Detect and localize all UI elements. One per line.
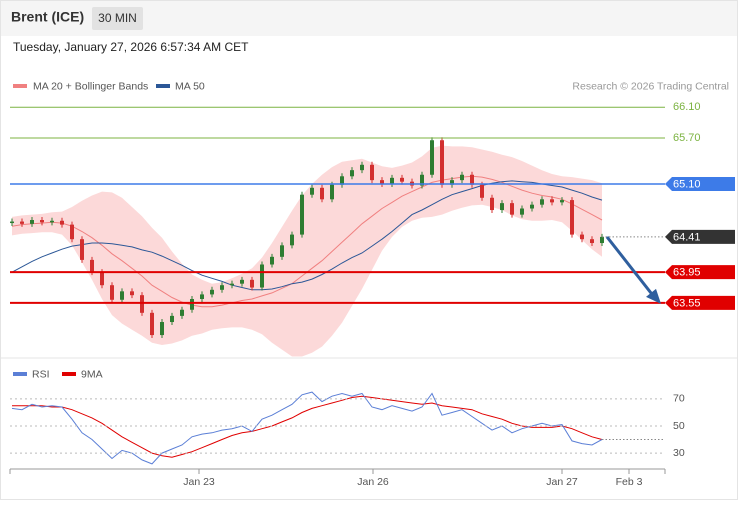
level-label: 65.10	[673, 178, 701, 190]
y-tick-label: 30	[673, 447, 685, 459]
candle	[330, 184, 334, 200]
level-label: 64.41	[673, 231, 701, 243]
candle	[220, 285, 224, 290]
candle	[240, 279, 244, 284]
candle	[580, 234, 584, 240]
copyright: Research © 2026 Trading Central	[572, 80, 729, 92]
candle	[520, 208, 524, 215]
candle	[140, 295, 144, 313]
candle	[290, 234, 294, 246]
candle	[540, 199, 544, 205]
candle	[50, 220, 54, 223]
candle	[470, 174, 474, 185]
rsi-ma-line	[12, 395, 603, 458]
y-tick-label: 50	[673, 420, 685, 432]
x-tick-label: Jan 27	[546, 476, 578, 488]
instrument-title: Brent (ICE)	[11, 9, 84, 25]
candle	[190, 299, 194, 310]
candle	[150, 312, 154, 336]
timestamp: Tuesday, January 27, 2026 6:57:34 AM CET	[13, 40, 249, 54]
projection-arrow	[605, 235, 656, 298]
candle	[100, 272, 104, 286]
overlay: 66.10 65.70 65.10 64.41 63.95 63.55 MA 20 + Bo…	[9, 80, 735, 488]
legend-swatch	[156, 84, 170, 88]
candle	[120, 291, 124, 300]
level-label: 63.55	[673, 297, 701, 309]
candle	[450, 180, 454, 185]
level-label: 65.70	[673, 132, 701, 144]
candle	[350, 170, 354, 177]
candle	[130, 291, 134, 296]
level-label: 63.95	[673, 267, 701, 279]
candle	[380, 180, 384, 184]
level-tag	[665, 265, 735, 280]
candle	[80, 239, 84, 260]
candle	[250, 279, 254, 288]
candle	[310, 187, 314, 195]
interval: 30 MIN	[98, 11, 137, 25]
candle	[170, 315, 174, 323]
candle	[230, 283, 234, 286]
candle	[260, 264, 264, 288]
candle	[490, 197, 494, 211]
legend-label: MA 50	[175, 80, 205, 92]
rsi-line	[11, 391, 603, 465]
x-tick-label: Jan 26	[357, 476, 389, 488]
candle	[530, 204, 534, 209]
legend-label: MA 20 + Bollinger Bands	[33, 80, 148, 92]
level-label: 66.10	[673, 101, 701, 113]
legend-swatch	[62, 372, 76, 376]
ma50-line	[11, 180, 603, 291]
candle	[510, 203, 514, 215]
candle	[440, 140, 444, 185]
candle	[560, 200, 564, 203]
candle	[590, 239, 594, 244]
candle	[340, 176, 344, 185]
candle	[600, 236, 604, 244]
x-tick-label: Jan 23	[183, 476, 215, 488]
candle	[460, 174, 464, 181]
candle	[10, 221, 14, 224]
candle	[40, 220, 44, 223]
level-tag	[665, 295, 735, 310]
candle	[20, 221, 24, 224]
legend-swatch	[13, 84, 27, 88]
candle	[90, 259, 94, 273]
candle	[110, 285, 114, 300]
candle	[360, 164, 364, 171]
candle	[160, 322, 164, 336]
candle	[320, 187, 324, 200]
x-tick-label: Feb 3	[616, 476, 643, 488]
candle	[180, 309, 184, 316]
legend-swatch	[13, 372, 27, 376]
candle	[430, 140, 434, 175]
candle	[70, 224, 74, 240]
candle	[550, 199, 554, 203]
arrow-head	[646, 288, 661, 304]
candle	[210, 289, 214, 295]
candle	[400, 177, 404, 182]
interval-box	[92, 7, 143, 30]
candle	[270, 256, 274, 265]
level-tag	[665, 176, 735, 191]
y-tick-label: 70	[673, 393, 685, 405]
candle	[390, 177, 394, 184]
candle	[420, 174, 424, 186]
rsi-plot	[11, 391, 603, 465]
legend-label: RSI	[32, 368, 50, 380]
legend-label: 9MA	[81, 368, 103, 380]
candle	[60, 220, 64, 225]
candle	[500, 203, 504, 211]
candle	[280, 245, 284, 257]
candle	[370, 164, 374, 181]
candle	[300, 194, 304, 235]
candle	[570, 200, 574, 235]
level-tag	[665, 229, 735, 244]
candle	[480, 184, 484, 198]
candle	[200, 294, 204, 300]
candle	[30, 220, 34, 224]
